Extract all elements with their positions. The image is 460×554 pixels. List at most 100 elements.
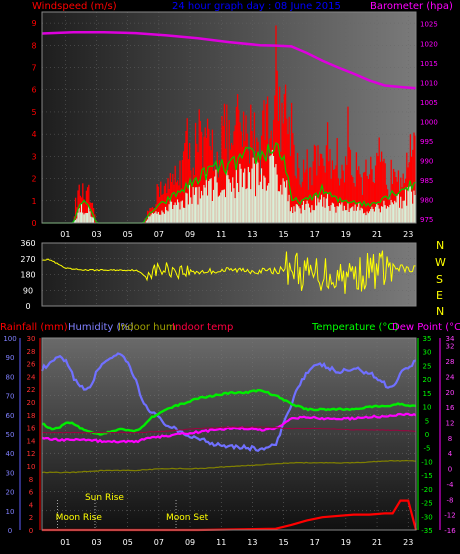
- temp-hour-label: 05: [123, 538, 133, 547]
- direction-tick-label: 360: [20, 239, 35, 248]
- barometer-tick-label: 985: [420, 177, 433, 185]
- rainfall-tick-label: 4: [29, 501, 34, 509]
- wind-tick-label: 7: [31, 64, 36, 73]
- temperature-tick-label: 35: [423, 335, 432, 343]
- dewpoint-tick-label: 32: [446, 343, 455, 351]
- event-label: Moon Rise: [56, 513, 103, 523]
- direction-plot-axes: 0 90 180 270 360: [20, 239, 417, 311]
- temperature-tick-label: -35: [421, 527, 432, 535]
- wind-tick-label: 6: [31, 86, 36, 95]
- wind-tick-label: 5: [31, 108, 36, 117]
- temperature-tick-label: -15: [421, 472, 432, 480]
- rainfall-tick-label: 0: [29, 527, 33, 535]
- indoor-hum-legend: Indoor hum: [118, 322, 176, 333]
- compass-labels: N W S E N: [435, 239, 446, 318]
- temperature-axis-title: Temperature (°C): [311, 322, 398, 333]
- rainfall-tick-label: 14: [27, 437, 36, 445]
- wind-tick-label: 9: [31, 19, 36, 28]
- dewpoint-tick-label: 34: [446, 335, 455, 343]
- temperature-tick-label: 25: [423, 362, 432, 370]
- rainfall-tick-label: 18: [27, 412, 36, 420]
- humidity-tick-label: 100: [3, 335, 16, 343]
- dewpoint-tick-label: 4: [448, 450, 453, 458]
- temp-hour-label: 23: [403, 538, 413, 547]
- dewpoint-tick-label: 28: [446, 358, 455, 366]
- rainfall-tick-label: 22: [27, 386, 36, 394]
- dewpoint-tick-label: 20: [446, 389, 455, 397]
- rainfall-tick-label: 6: [29, 489, 34, 497]
- temperature-tick-label: 30: [423, 349, 432, 357]
- wind-hour-label: 05: [123, 230, 133, 239]
- dewpoint-tick-label: 24: [446, 373, 455, 381]
- dewpoint-tick-label: 12: [446, 419, 455, 427]
- wind-hour-label: 07: [154, 230, 164, 239]
- wind-plot-axes: 0123456789975980985990995100010051010101…: [31, 11, 438, 239]
- humidity-tick-label: 20: [6, 489, 15, 497]
- wind-hour-label: 19: [341, 230, 351, 239]
- wind-hour-label: 17: [310, 230, 320, 239]
- direction-tick-label: 90: [23, 286, 33, 295]
- direction-plot-frame: [41, 242, 417, 307]
- indoor-temp-legend: Indoor temp: [172, 322, 233, 333]
- barometer-tick-label: 1025: [420, 21, 438, 29]
- temp-plot-frame: [41, 337, 417, 531]
- rainfall-tick-label: 30: [27, 335, 36, 343]
- temperature-tick-label: -30: [421, 513, 432, 521]
- humidity-tick-label: 50: [6, 431, 15, 439]
- temp-hour-label: 11: [216, 538, 226, 547]
- direction-tick-label: 270: [20, 255, 35, 264]
- rainfall-tick-label: 2: [29, 514, 33, 522]
- rainfall-tick-label: 28: [27, 348, 36, 356]
- event-label: Moon Set: [166, 513, 209, 523]
- wind-tick-label: 1: [31, 197, 36, 206]
- temp-plot-grid: [42, 337, 416, 531]
- wind-barometer-marks: [41, 25, 417, 224]
- direction-plot-grid: [42, 242, 416, 307]
- wind-tick-label: 0: [31, 219, 36, 228]
- temperature-tick-label: -25: [421, 500, 432, 508]
- temperature-tick-label: 10: [423, 404, 432, 412]
- wind-hour-label: 23: [403, 230, 413, 239]
- wind-direction-marks: [41, 250, 416, 294]
- temperature-tick-label: 5: [425, 417, 429, 425]
- humidity-tick-label: 80: [6, 373, 15, 381]
- temp-hour-label: 19: [341, 538, 351, 547]
- rainfall-tick-label: 12: [27, 450, 36, 458]
- temp-humidity-marks: [40, 352, 418, 532]
- humidity-tick-label: 90: [6, 354, 15, 362]
- rainfall-line: [42, 499, 418, 532]
- humidity-tick-label: 40: [6, 450, 15, 458]
- barometer-tick-label: 975: [420, 216, 433, 224]
- compass-label-e: E: [436, 289, 443, 302]
- humidity-tick-label: 10: [6, 508, 15, 516]
- rainfall-tick-label: 26: [27, 361, 36, 369]
- rainfall-tick-label: 16: [27, 425, 36, 433]
- rainfall-tick-label: 10: [27, 463, 36, 471]
- temperature-tick-label: 20: [423, 376, 432, 384]
- dewpoint-tick-label: 0: [448, 466, 452, 474]
- wind-direction-trace: [41, 250, 416, 294]
- humidity-tick-label: 60: [6, 412, 15, 420]
- temperature-tick-label: 15: [423, 390, 432, 398]
- indoor-hum-line: [41, 459, 417, 474]
- barometer-tick-label: 995: [420, 138, 433, 146]
- barometer-tick-label: 980: [420, 197, 433, 205]
- chart-date-title: 24 hour graph day : 08 June 2015: [172, 1, 341, 12]
- humidity-line: [40, 352, 417, 453]
- wind-axis-title: Windspeed (m/s): [32, 1, 117, 12]
- event-label: Sun Rise: [85, 493, 124, 503]
- humidity-tick-label: 70: [6, 393, 15, 401]
- wind-hour-label: 15: [278, 230, 288, 239]
- direction-tick-label: 180: [20, 271, 35, 280]
- dewpoint-line: [41, 412, 417, 444]
- rainfall-axis-title: Rainfall (mm): [0, 322, 68, 333]
- compass-label-w: W: [435, 256, 446, 269]
- rainfall-tick-label: 20: [27, 399, 36, 407]
- humidity-tick-label: 0: [8, 527, 12, 535]
- barometer-tick-label: 1010: [420, 79, 438, 87]
- temperature-tick-label: -5: [424, 445, 431, 453]
- wind-plot-frame: [41, 11, 417, 224]
- wind-hour-label: 21: [372, 230, 382, 239]
- humidity-axis-title: Humidity (%): [68, 322, 134, 333]
- dewpoint-tick-label: -4: [447, 481, 455, 489]
